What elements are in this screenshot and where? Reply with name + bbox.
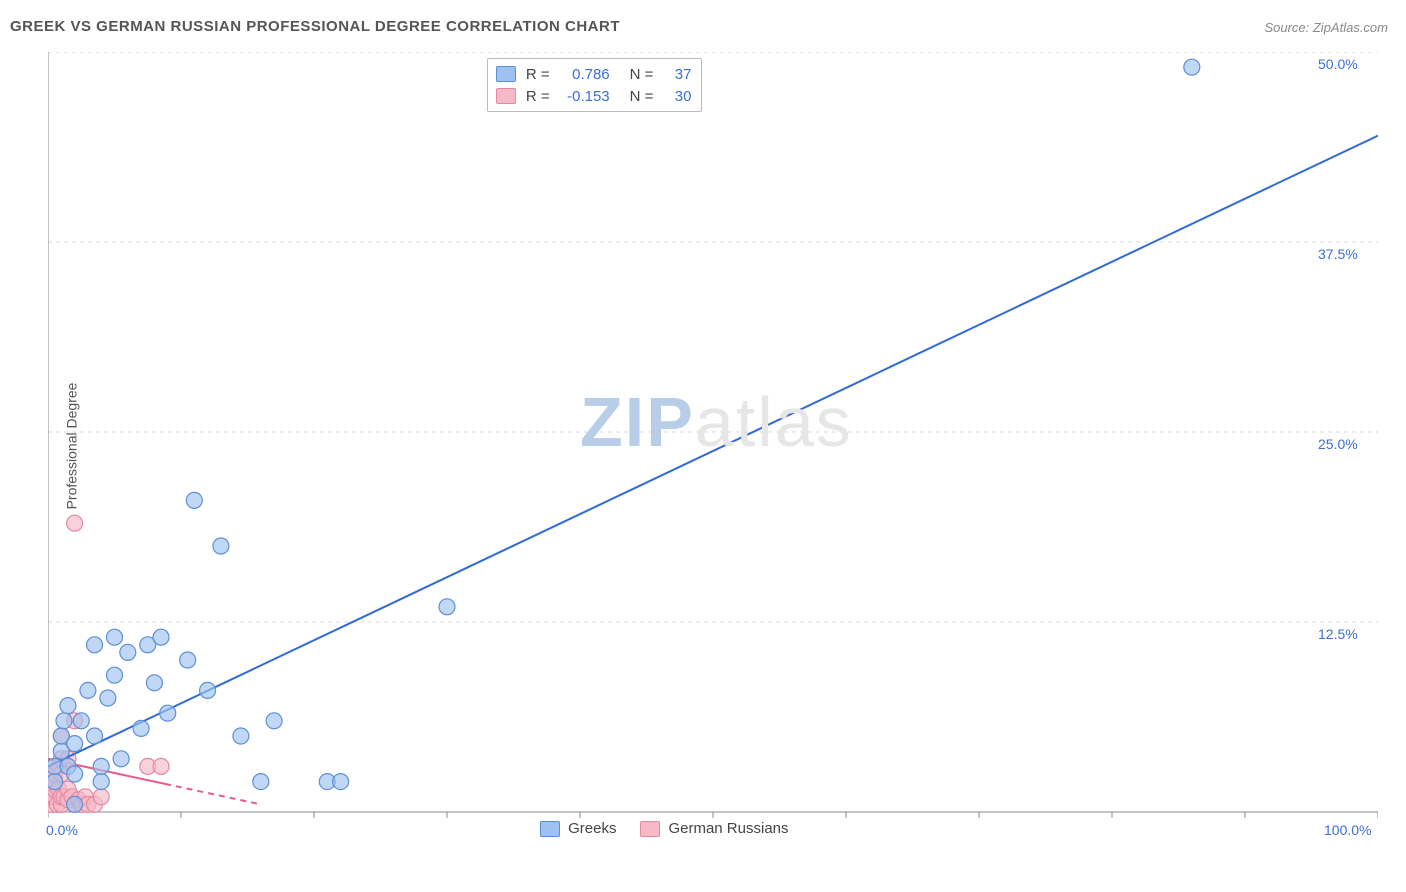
correlation-legend-row: R = 0.786 N = 37 [496,63,692,85]
series-legend-label: Greeks [568,820,616,837]
legend-n-value: 37 [663,66,691,83]
legend-n-value: 30 [663,88,691,105]
legend-n-label: N = [630,88,654,105]
source-prefix: Source: [1264,20,1312,35]
y-tick-label: 12.5% [1318,626,1358,642]
series-legend-item: German Russians [640,820,788,837]
legend-swatch [540,821,560,837]
correlation-legend-row: R = -0.153 N = 30 [496,85,692,107]
series-legend: Greeks German Russians [540,820,788,837]
legend-swatch [496,88,516,104]
y-tick-label: 37.5% [1318,246,1358,262]
legend-swatch [640,821,660,837]
chart-title: GREEK VS GERMAN RUSSIAN PROFESSIONAL DEG… [10,18,620,35]
series-legend-label: German Russians [668,820,788,837]
x-tick-label-min: 0.0% [46,822,78,838]
series-legend-item: Greeks [540,820,616,837]
legend-n-label: N = [630,66,654,83]
source-attribution: Source: ZipAtlas.com [1264,20,1388,35]
legend-r-value: 0.786 [560,66,610,83]
source-link[interactable]: ZipAtlas.com [1313,20,1388,35]
correlation-legend: R = 0.786 N = 37 R = -0.153 N = 30 [487,58,703,112]
legend-r-label: R = [526,66,550,83]
x-tick-label-max: 100.0% [1324,822,1371,838]
legend-r-value: -0.153 [560,88,610,105]
y-tick-label: 25.0% [1318,436,1358,452]
legend-r-label: R = [526,88,550,105]
chart-plot-area [48,52,1378,838]
y-tick-label: 50.0% [1318,56,1358,72]
legend-swatch [496,66,516,82]
